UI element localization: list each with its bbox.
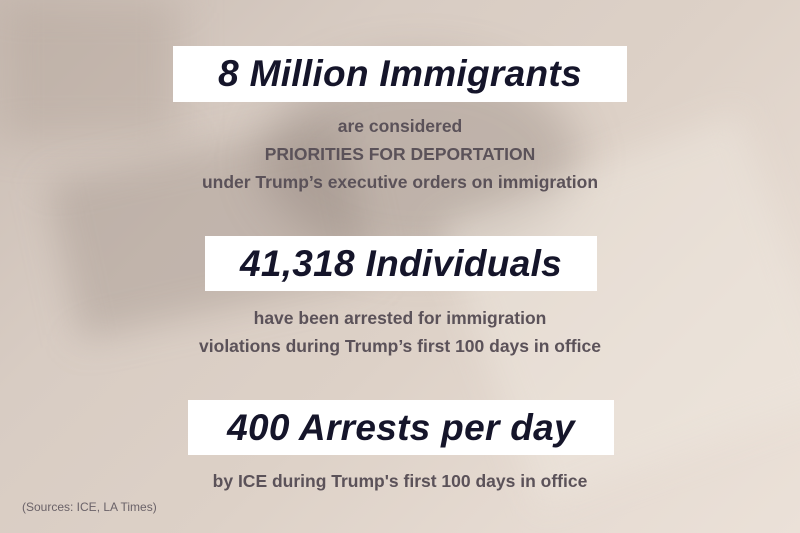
fact-1-line-2: PRIORITIES FOR DEPORTATION <box>264 144 536 164</box>
headline-immigrants: 8 Million Immigrants <box>173 46 627 102</box>
fact-3-line-1: by ICE during Trump's first 100 days in … <box>212 471 588 491</box>
fact-2-line-1: have been arrested for immigration <box>253 308 547 328</box>
fact-2-line-2: violations during Trump’s first 100 days… <box>199 336 601 356</box>
fact-1-line-1: are considered <box>337 116 463 136</box>
headline-arrests-per-day: 400 Arrests per day <box>188 400 614 455</box>
fact-1-line-3: under Trump’s executive orders on immigr… <box>201 172 599 192</box>
headline-individuals: 41,318 Individuals <box>205 236 597 291</box>
sources-note: (Sources: ICE, LA Times) <box>22 500 157 514</box>
